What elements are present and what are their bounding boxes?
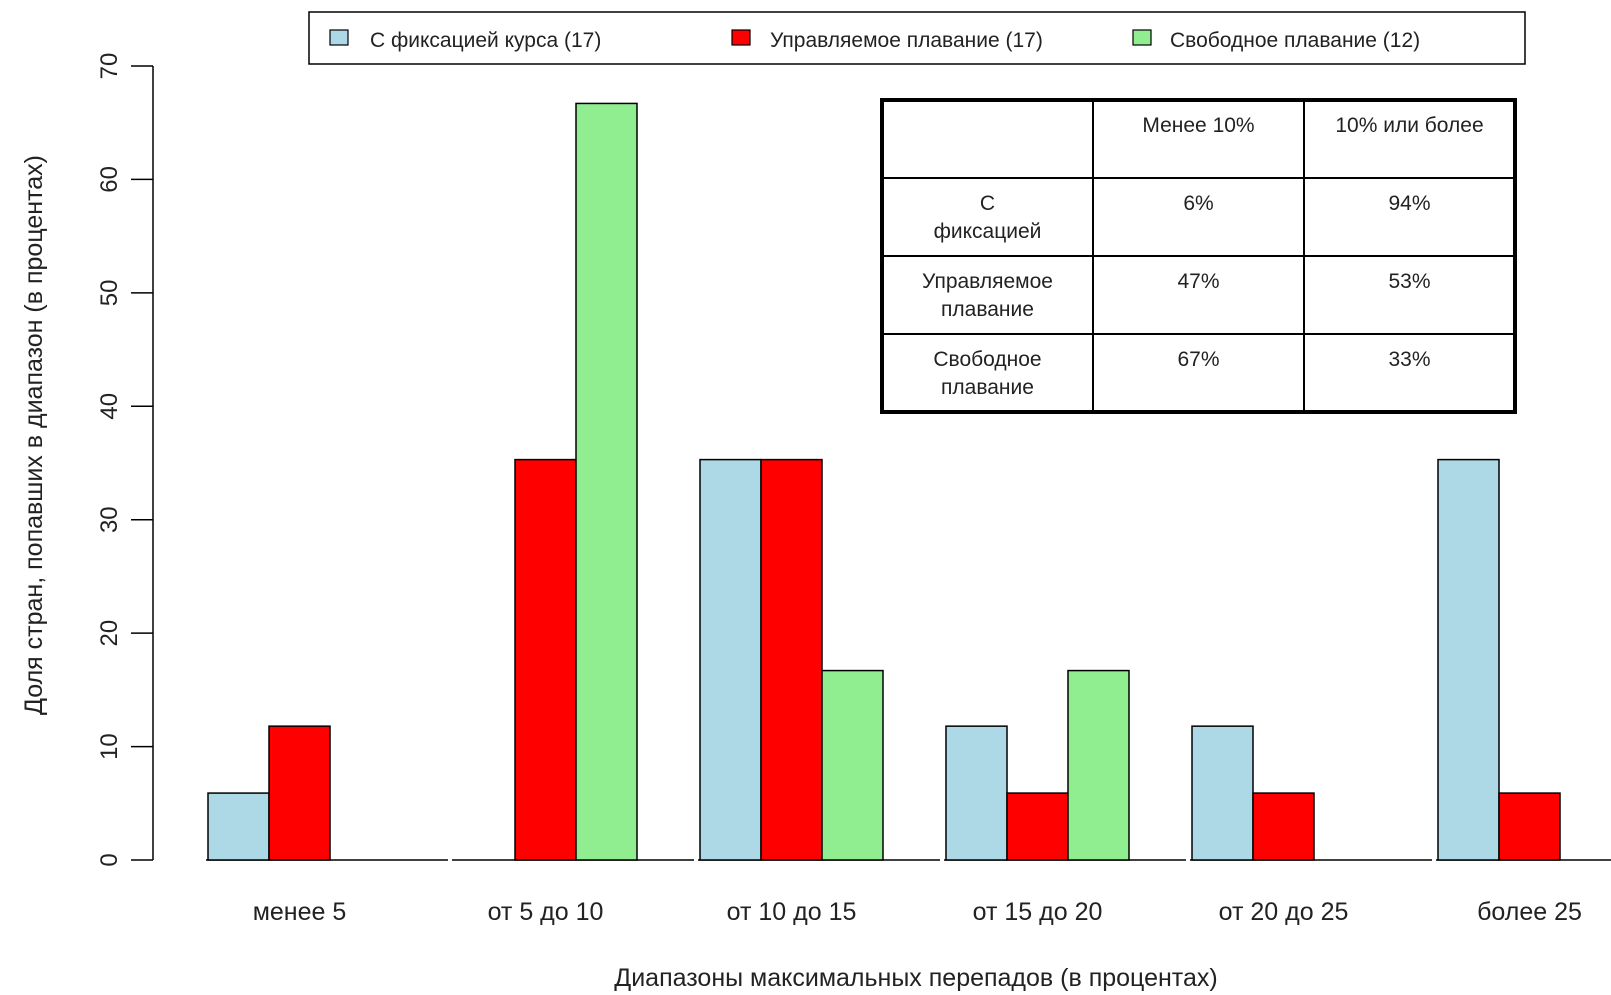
- bar: [207, 792, 270, 861]
- bar: [699, 458, 762, 861]
- y-axis: 0 10 20 30 40 50 60 70: [96, 53, 154, 867]
- bar: [268, 725, 331, 861]
- inset-table: Менее 10% 10% или более С фиксацией 6% 94% Упр…: [880, 98, 1517, 414]
- legend-label-free: Свободное плавание (12): [1170, 29, 1420, 52]
- y-tick-label: 40: [96, 393, 123, 420]
- bar: [1498, 792, 1561, 861]
- bar: [514, 458, 577, 861]
- legend-swatch-fixed: [329, 29, 349, 46]
- bar: [1252, 792, 1315, 861]
- table-cell: 94%: [1388, 192, 1430, 215]
- legend-swatch-managed: [731, 29, 751, 46]
- bar: [760, 458, 823, 861]
- x-axis-labels: менее 5 от 5 до 10 от 10 до 15 от 15 до 20 о…: [253, 898, 1582, 926]
- table-cell: 10% или более: [1335, 114, 1483, 137]
- bar: [945, 725, 1008, 861]
- y-tick-label: 50: [96, 280, 123, 307]
- x-tick-label: менее 5: [253, 898, 347, 926]
- bar: [1067, 669, 1130, 861]
- bar: [575, 102, 638, 861]
- x-tick-label: от 5 до 10: [488, 898, 604, 926]
- y-axis-title: Доля стран, попавших в диапазон (в проце…: [20, 155, 48, 715]
- y-tick-label: 20: [96, 620, 123, 647]
- table-cell: 33%: [1388, 348, 1430, 371]
- table-cell: 53%: [1388, 270, 1430, 293]
- y-tick-label: 70: [96, 53, 123, 80]
- table-cell: Свободное плавание: [933, 348, 1041, 399]
- bars: [206, 102, 1611, 861]
- legend-label-fixed: С фиксацией курса (17): [370, 29, 601, 52]
- x-axis-title: Диапазоны максимальных перепадов (в проц…: [614, 964, 1217, 992]
- legend: С фиксацией курса (17) Управляемое плава…: [308, 11, 1526, 65]
- bar: [821, 669, 884, 861]
- legend-box: [308, 11, 1526, 65]
- table-cell: Менее 10%: [1142, 114, 1254, 137]
- bar: [1006, 792, 1069, 861]
- legend-swatch-free: [1132, 29, 1152, 46]
- y-tick-label: 60: [96, 166, 123, 193]
- table-cell: 67%: [1177, 348, 1219, 371]
- table-cell: Управляемое плавание: [922, 270, 1053, 321]
- y-tick-label: 30: [96, 506, 123, 533]
- x-tick-label: от 10 до 15: [727, 898, 857, 926]
- table-cell: 47%: [1177, 270, 1219, 293]
- bar: [1191, 725, 1254, 861]
- legend-label-managed: Управляемое плавание (17): [770, 29, 1043, 52]
- x-tick-label: от 15 до 20: [973, 898, 1103, 926]
- y-tick-label: 0: [96, 853, 123, 866]
- x-tick-label: более 25: [1477, 898, 1582, 926]
- table-cell: 6%: [1183, 192, 1213, 215]
- x-tick-label: от 20 до 25: [1219, 898, 1349, 926]
- y-tick-label: 10: [96, 733, 123, 760]
- bar: [1437, 458, 1500, 861]
